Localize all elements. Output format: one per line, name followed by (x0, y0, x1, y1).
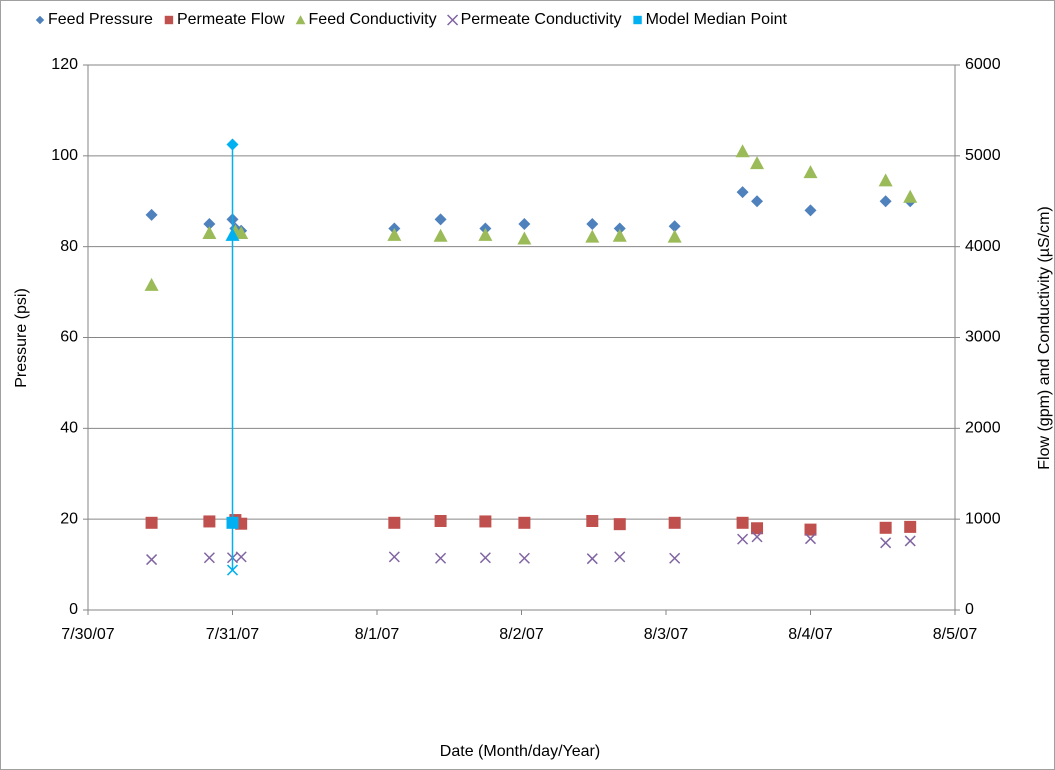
marker-square (904, 520, 917, 533)
marker-square (586, 514, 599, 527)
marker-square (879, 521, 892, 534)
marker-x (146, 554, 158, 566)
marker-diamond (736, 186, 749, 199)
y-tick-label: 40 (60, 420, 78, 437)
legend-label: Permeate Flow (177, 11, 285, 28)
marker-triangle (234, 226, 249, 240)
marker-diamond (879, 195, 892, 208)
marker-diamond (668, 220, 681, 233)
marker-x (518, 552, 530, 564)
y-tick-label: 20 (60, 510, 78, 527)
x-tick-label: 8/1/07 (355, 626, 400, 643)
x-axis-label: Date (Month/day/Year) (440, 743, 600, 760)
marker-triangle (478, 227, 493, 241)
marker-square (226, 516, 239, 529)
legend-marker (633, 15, 642, 25)
legend-label: Feed Pressure (48, 11, 153, 28)
marker-triangle (903, 189, 918, 203)
marker-x (479, 552, 491, 564)
marker-square (751, 522, 764, 535)
marker-square (736, 516, 749, 529)
legend-label: Feed Conductivity (309, 11, 437, 28)
x-tick-label: 7/31/07 (206, 626, 259, 643)
y2-tick-label: 0 (965, 601, 974, 618)
marker-triangle (667, 229, 682, 243)
x-tick-label: 8/3/07 (644, 626, 689, 643)
y-tick-label: 80 (60, 238, 78, 255)
marker-triangle (750, 156, 765, 170)
marker-diamond (226, 138, 239, 151)
marker-square (434, 514, 447, 527)
marker-square (145, 516, 158, 529)
marker-x (904, 535, 916, 547)
y2-tick-label: 3000 (965, 329, 1001, 346)
marker-diamond (518, 217, 531, 230)
y2-tick-label: 6000 (965, 56, 1001, 73)
legend-label: Permeate Conductivity (461, 11, 622, 28)
marker-triangle (144, 277, 159, 291)
legend-marker (447, 14, 459, 26)
marker-diamond (203, 217, 216, 230)
marker-diamond (145, 208, 158, 221)
y-axis-label: Pressure (psi) (13, 288, 30, 388)
marker-x (235, 551, 247, 563)
marker-diamond (804, 204, 817, 217)
y2-tick-label: 4000 (965, 238, 1001, 255)
marker-triangle (517, 231, 532, 245)
marker-triangle (735, 144, 750, 158)
marker-triangle (612, 228, 627, 242)
marker-x (388, 551, 400, 563)
marker-triangle (225, 227, 240, 241)
marker-x (737, 533, 749, 545)
marker-diamond (586, 217, 599, 230)
legend-marker (35, 15, 45, 25)
marker-square (388, 516, 401, 529)
marker-triangle (433, 228, 448, 242)
marker-x (804, 533, 817, 545)
marker-triangle (585, 229, 600, 243)
marker-x (880, 537, 892, 549)
legend-label: Model Median Point (646, 11, 788, 28)
marker-square (479, 515, 492, 528)
y2-tick-label: 1000 (965, 510, 1001, 527)
marker-triangle (878, 173, 893, 187)
marker-square (613, 518, 626, 531)
y-tick-label: 100 (51, 147, 78, 164)
x-tick-label: 8/5/07 (933, 626, 978, 643)
legend-marker (295, 15, 306, 25)
marker-triangle (202, 226, 217, 240)
marker-x (669, 552, 681, 564)
marker-square (203, 515, 216, 528)
x-tick-label: 8/2/07 (499, 626, 544, 643)
y2-axis-label: Flow (gpm) and Conductivity (µS/cm) (1036, 206, 1053, 470)
marker-square (518, 516, 531, 529)
marker-x (203, 552, 215, 564)
marker-square (804, 523, 817, 536)
y-tick-label: 60 (60, 329, 78, 346)
x-tick-label: 7/30/07 (61, 626, 114, 643)
marker-x (614, 551, 626, 563)
marker-x (751, 531, 763, 543)
marker-triangle (387, 227, 402, 241)
marker-triangle (803, 165, 818, 179)
marker-diamond (434, 213, 447, 226)
legend-marker (164, 15, 174, 25)
y2-tick-label: 2000 (965, 420, 1001, 437)
y-tick-label: 120 (51, 56, 78, 73)
y-tick-label: 0 (69, 601, 78, 618)
marker-x (435, 552, 447, 564)
marker-square (668, 516, 681, 529)
marker-x (226, 564, 239, 576)
marker-diamond (613, 222, 626, 235)
x-tick-label: 8/4/07 (788, 626, 833, 643)
marker-diamond (751, 195, 764, 208)
marker-x (586, 553, 598, 565)
y2-tick-label: 5000 (965, 147, 1001, 164)
